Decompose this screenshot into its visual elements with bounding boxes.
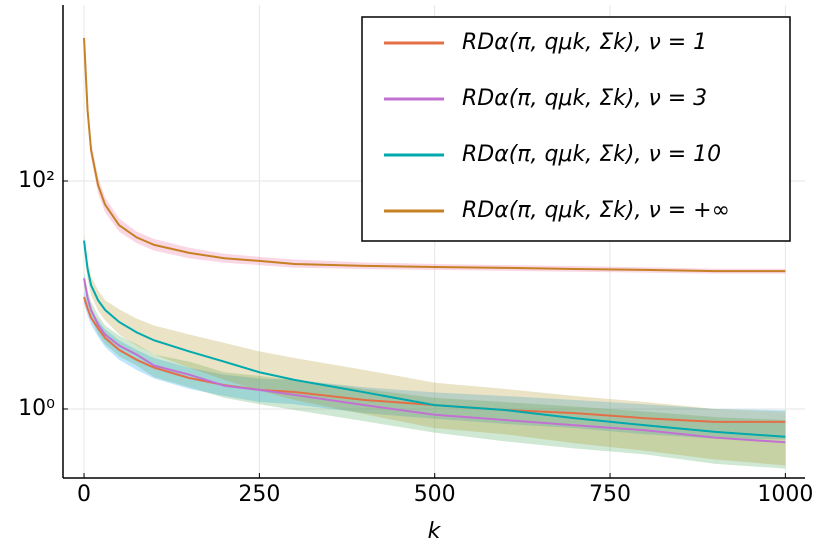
legend-label: RDα(π, qμk, Σk), ν = +∞ <box>462 198 730 223</box>
legend-box <box>361 16 791 242</box>
x-tick-label: 1000 <box>757 482 813 507</box>
line <box>83 37 786 273</box>
x-tick-label: 500 <box>414 482 456 507</box>
band <box>84 271 786 469</box>
x-tick-label: 750 <box>589 482 631 507</box>
legend-label: RDα(π, qμk, Σk), ν = 3 <box>462 86 707 111</box>
band <box>84 35 786 274</box>
y-tick-label: 10² <box>18 168 55 193</box>
x-tick-label: 0 <box>77 482 91 507</box>
band <box>84 290 786 440</box>
x-axis-label: k <box>428 519 442 544</box>
x-tick-label: 250 <box>238 482 280 507</box>
band <box>84 234 786 466</box>
legend-label: RDα(π, qμk, Σk), ν = 10 <box>462 142 721 167</box>
line <box>83 278 786 444</box>
legend-label: RDα(π, qμk, Σk), ν = 1 <box>462 30 707 55</box>
y-tick-label: 10⁰ <box>18 396 55 421</box>
line <box>83 240 786 438</box>
